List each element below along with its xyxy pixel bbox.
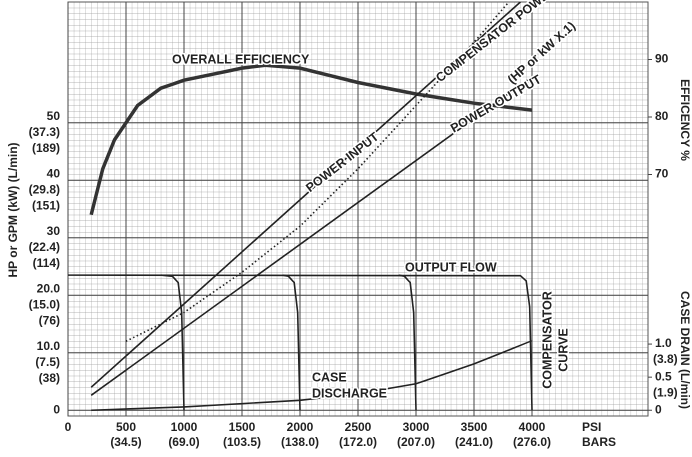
x-tick-label: 1500	[229, 420, 256, 434]
y-tick-sublabel: (151)	[32, 198, 60, 212]
series-line	[160, 274, 185, 411]
x-tick-sublabel: (103.5)	[223, 435, 261, 449]
series-line	[125, 2, 510, 342]
y-axis-label: HP or GPM (kW) (L/min)	[6, 142, 20, 277]
x-tick-sublabel: (276.0)	[513, 435, 551, 449]
x-tick-sublabel: (207.0)	[397, 435, 435, 449]
y3-tick-label: 0	[655, 402, 662, 416]
series-line	[90, 76, 533, 396]
x-tick-sublabel: (69.0)	[168, 435, 199, 449]
x-tick-sublabel: (241.0)	[455, 435, 493, 449]
y-tick-sublabel: (76)	[39, 313, 60, 327]
y2-tick-label: 70	[655, 167, 669, 181]
y-tick-sublabel: (37.3)	[29, 125, 60, 139]
annotation: COMPENSATOR	[540, 291, 554, 388]
y-tick-sublabel: (114)	[33, 256, 60, 270]
y2-axis-label: EFFICENCY %	[678, 79, 692, 161]
series-line	[68, 274, 533, 411]
annotation: CURVE	[556, 328, 570, 372]
y-tick-label: 0	[53, 402, 60, 416]
series-line	[89, 63, 533, 216]
x-tick-label: 3000	[403, 420, 430, 434]
x-tick-label: 4000	[519, 420, 546, 434]
y-tick-sublabel: (15.0)	[29, 297, 60, 311]
x-tick-label: 1000	[171, 420, 198, 434]
x-tick-sublabel: (172.0)	[339, 435, 377, 449]
y-tick-label: 20.0	[37, 281, 61, 295]
y2-tick-label: 90	[655, 52, 669, 66]
x-tick-label: 500	[116, 420, 136, 434]
series-line	[398, 274, 417, 411]
annotation: OUTPUT FLOW	[405, 260, 497, 274]
y-tick-sublabel: (22.4)	[29, 240, 60, 254]
x-axis-label: PSI	[582, 420, 601, 434]
y-tick-label: 40	[47, 166, 61, 180]
x-tick-label: 2000	[287, 420, 314, 434]
y-tick-sublabel: (189)	[32, 141, 60, 155]
x-tick-label: 2500	[345, 420, 372, 434]
annotation: OVERALL EFFICIENCY	[172, 52, 310, 66]
y2-tick-label: 80	[655, 109, 669, 123]
y3-tick-sublabel: (3.8)	[653, 352, 678, 366]
y-tick-sublabel: (38)	[39, 371, 60, 385]
annotation: CASE	[312, 370, 347, 384]
y-tick-sublabel: (7.5)	[35, 355, 60, 369]
y-tick-label: 10.0	[37, 339, 61, 353]
y-tick-sublabel: (29.8)	[29, 182, 60, 196]
series-line	[91, 340, 533, 412]
annotation: DISCHARGE	[312, 386, 387, 400]
y3-axis-label: CASE DRAIN (L/min)	[678, 291, 692, 409]
y3-tick-sublabel: (1.9)	[653, 385, 678, 399]
x-tick-sublabel: (138.0)	[281, 435, 319, 449]
y3-tick-label: 1.0	[655, 336, 672, 350]
series-line	[282, 274, 301, 411]
x-axis-label-2: BARS	[582, 435, 616, 449]
x-tick-sublabel: (34.5)	[110, 435, 141, 449]
x-tick-label: 0	[65, 420, 72, 434]
y-tick-label: 50	[47, 109, 61, 123]
y3-tick-label: 0.5	[655, 369, 672, 383]
x-tick-label: 3500	[461, 420, 488, 434]
y-tick-label: 30	[47, 224, 61, 238]
